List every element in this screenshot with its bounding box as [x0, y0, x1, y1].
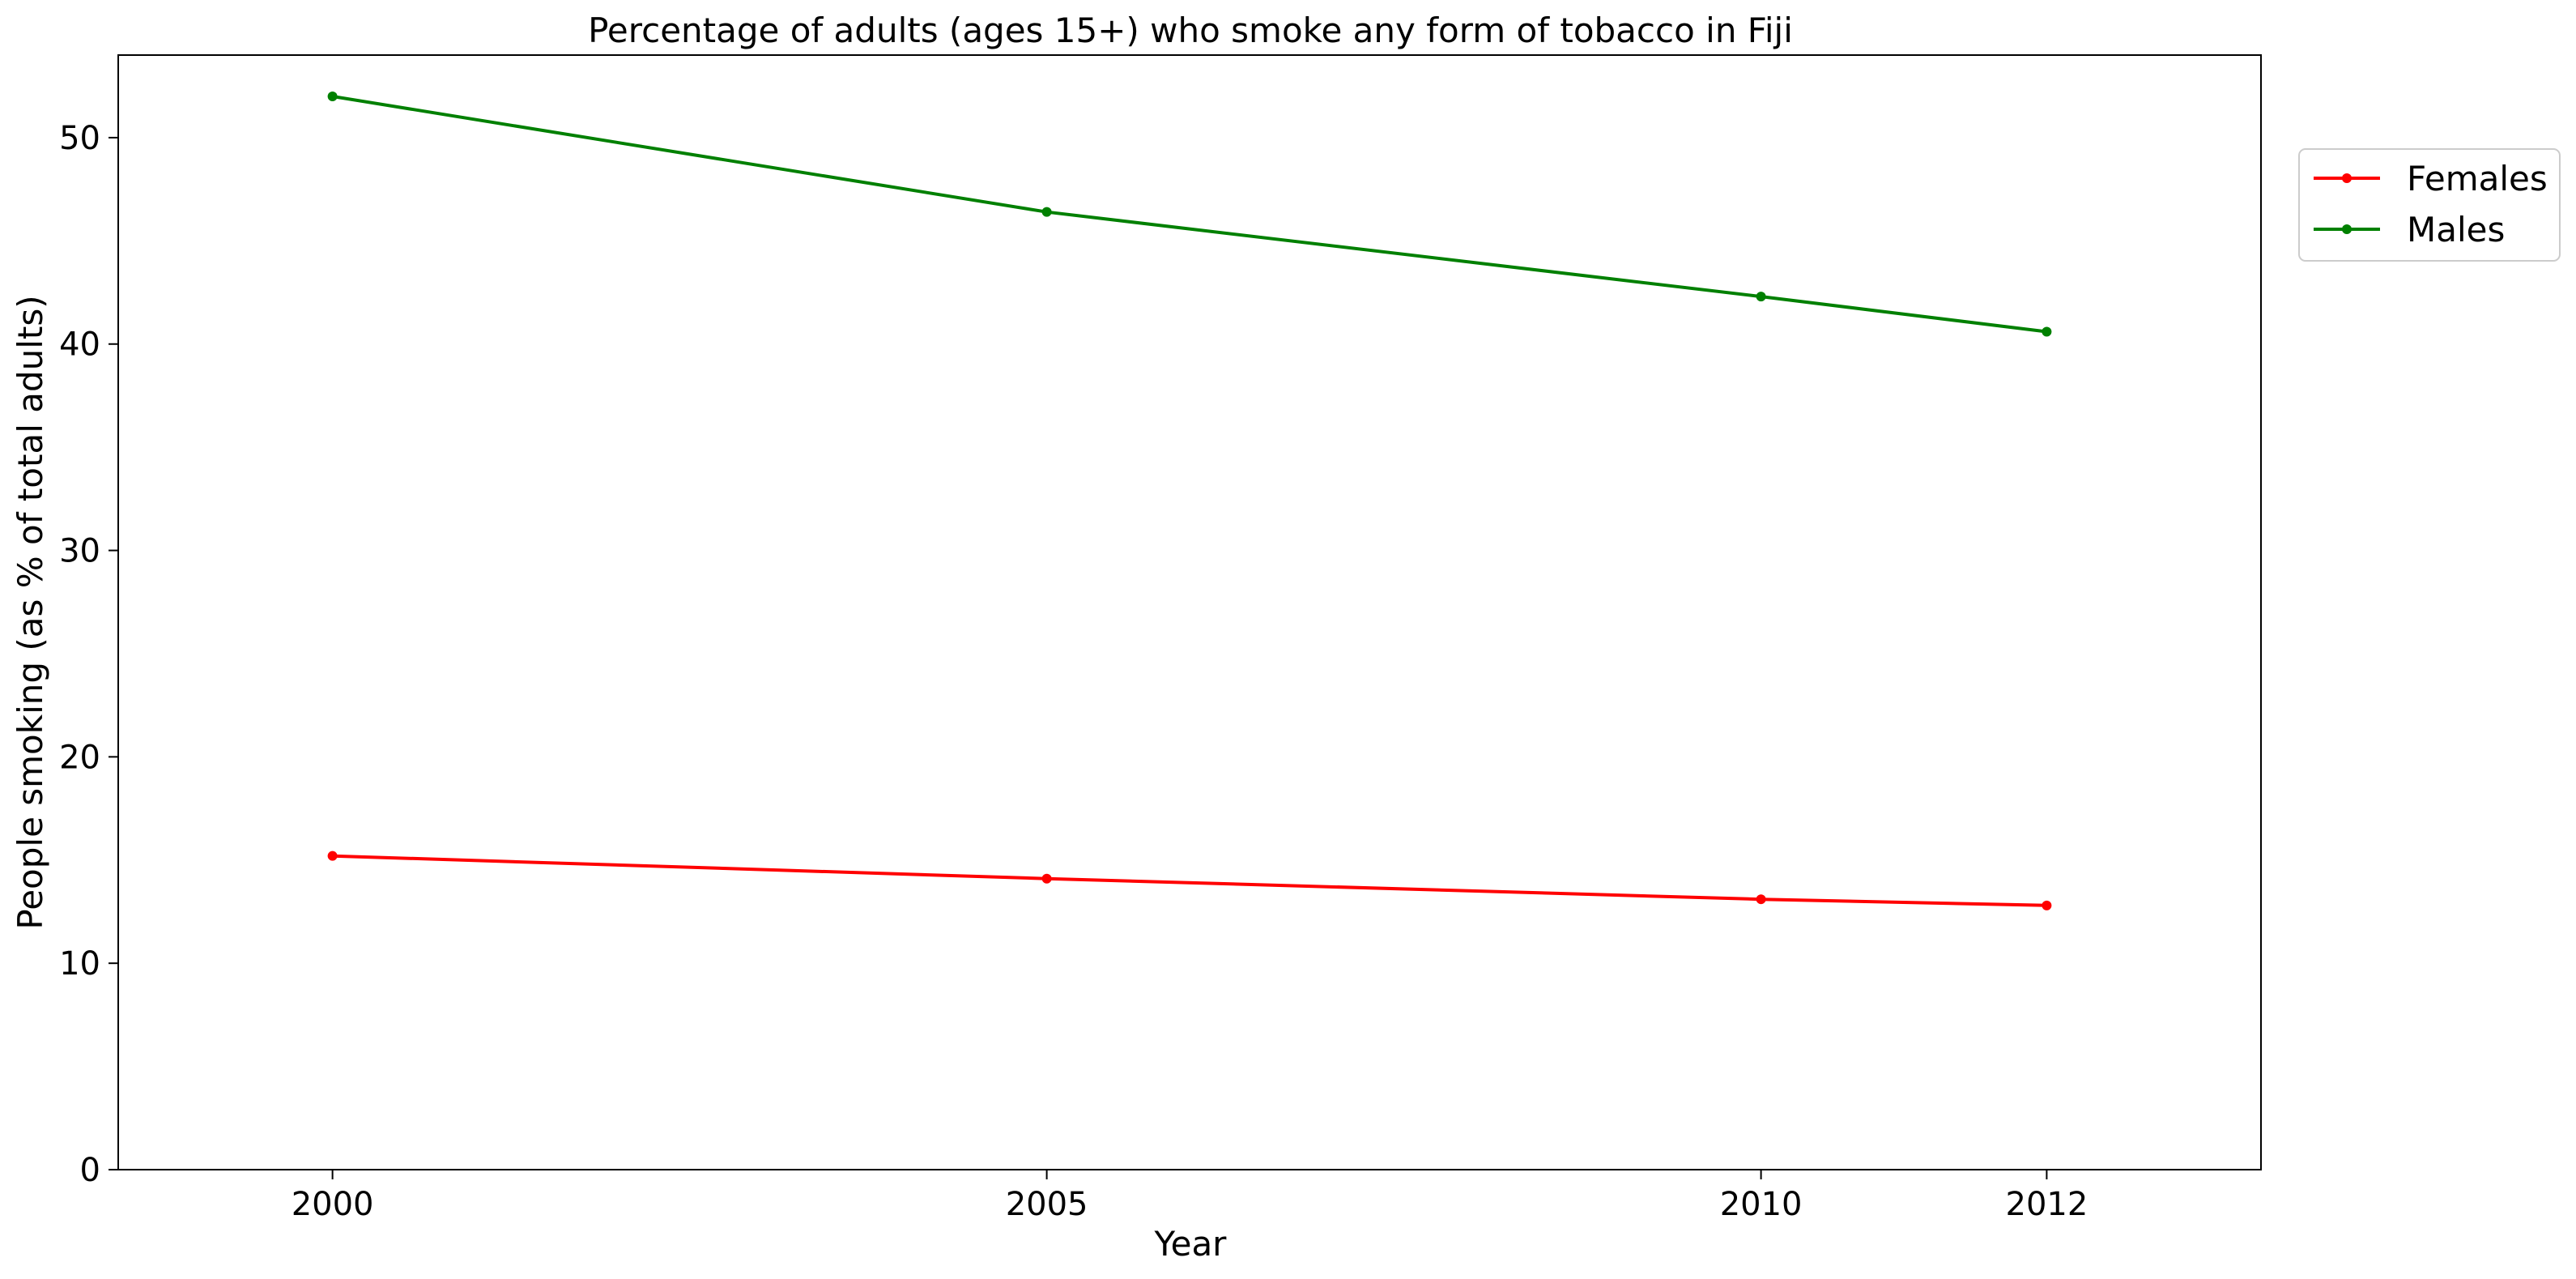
data-point-males — [1041, 207, 1052, 217]
y-tick-label: 30 — [59, 533, 100, 570]
legend-label-females: Females — [2407, 159, 2548, 198]
y-tick-label: 10 — [59, 945, 100, 983]
series-females — [327, 851, 2052, 910]
data-point-females — [327, 851, 338, 861]
x-tick-label: 2012 — [2006, 1186, 2088, 1223]
x-tick-label: 2000 — [292, 1186, 374, 1223]
data-point-males — [327, 91, 338, 101]
y-axis-label: People smoking (as % of total adults) — [11, 295, 50, 929]
y-tick-label: 20 — [59, 739, 100, 776]
x-axis-ticks: 2000 2005 2010 2012 — [292, 1170, 2088, 1223]
series-males — [327, 91, 2052, 337]
data-point-females — [1756, 894, 1766, 905]
x-tick-label: 2005 — [1006, 1186, 1088, 1223]
plot-area-frame — [117, 54, 2262, 1170]
legend-marker-males — [2342, 224, 2352, 234]
legend-item-females: Females — [2314, 159, 2548, 198]
x-tick-label: 2010 — [1720, 1186, 1803, 1223]
series-layer — [327, 91, 2052, 910]
data-point-males — [1756, 292, 1766, 302]
data-point-males — [2042, 326, 2052, 337]
legend: Females Males — [2298, 148, 2561, 262]
y-tick-label: 40 — [59, 326, 100, 364]
data-point-females — [1041, 873, 1052, 884]
y-axis-ticks: 0 10 20 30 40 50 — [59, 120, 118, 1189]
data-point-females — [2042, 900, 2052, 910]
legend-marker-females — [2342, 173, 2352, 183]
legend-label-males: Males — [2407, 210, 2505, 249]
series-line-males — [332, 95, 2047, 334]
legend-item-males: Males — [2314, 210, 2505, 249]
chart-title: Percentage of adults (ages 15+) who smok… — [588, 11, 1793, 50]
y-tick-label: 0 — [80, 1152, 100, 1189]
y-tick-label: 50 — [59, 120, 100, 157]
x-axis-label: Year — [1154, 1224, 1228, 1264]
series-line-females — [332, 854, 2047, 907]
